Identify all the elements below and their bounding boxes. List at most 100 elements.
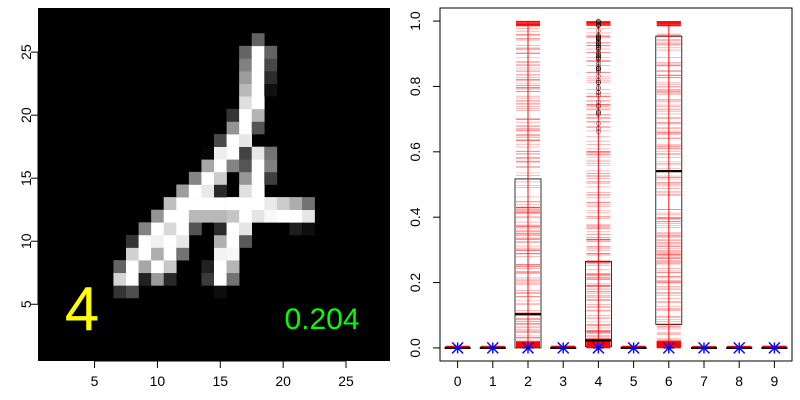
pixel-cell bbox=[151, 272, 165, 286]
pixel-cell bbox=[126, 260, 139, 274]
pixel-cell bbox=[188, 197, 202, 211]
label-marker bbox=[698, 341, 710, 354]
label-marker bbox=[486, 341, 499, 354]
pixel-cell bbox=[226, 159, 240, 173]
pixel-cell bbox=[289, 197, 303, 211]
pixel-cell bbox=[226, 197, 240, 211]
outlier-point bbox=[595, 92, 601, 98]
label-marker bbox=[733, 341, 746, 354]
pixel-cell bbox=[138, 260, 152, 274]
pixel-cell bbox=[176, 222, 190, 236]
pixel-cell bbox=[239, 134, 253, 147]
pixel-cell bbox=[214, 159, 227, 173]
pixel-cell bbox=[214, 260, 227, 274]
pixel-cell bbox=[176, 197, 190, 211]
y-tick-label: 0.8 bbox=[407, 77, 423, 97]
pixel-cell bbox=[264, 58, 278, 72]
outlier-point bbox=[595, 33, 601, 39]
pixel-cell bbox=[176, 234, 190, 248]
pixel-cell bbox=[302, 222, 315, 236]
pixel-cell bbox=[138, 234, 152, 248]
pixel-cell bbox=[201, 272, 215, 286]
pixel-cell bbox=[188, 209, 202, 223]
outlier-point bbox=[595, 34, 601, 40]
pixel-cell bbox=[214, 234, 227, 248]
x-tick-label: 7 bbox=[700, 373, 708, 389]
outlier-point bbox=[595, 126, 601, 132]
outlier-point bbox=[595, 53, 601, 58]
pixel-cell bbox=[163, 272, 177, 286]
pixel-cell bbox=[151, 234, 165, 248]
pixel-cell bbox=[138, 272, 152, 286]
x-tick-label: 8 bbox=[735, 373, 743, 389]
pixel-cell bbox=[264, 197, 278, 211]
x-tick-label: 6 bbox=[665, 373, 673, 389]
x-tick-label: 15 bbox=[212, 373, 228, 389]
outlier-point bbox=[595, 65, 601, 71]
pixel-cell bbox=[226, 222, 240, 236]
probability-boxplot-panel: 0 1 2 3 4 5 6 7 8 9 0.0 0.2 0.4 0.6 0.8 1.0 bbox=[407, 7, 793, 389]
pixel-cell bbox=[239, 96, 253, 110]
y-tick-label: 25 bbox=[18, 44, 34, 60]
label-marker bbox=[662, 341, 675, 354]
pixel-cell bbox=[226, 209, 240, 223]
pixel-cell bbox=[251, 33, 265, 47]
outlier-point bbox=[595, 102, 601, 108]
pixel-cell bbox=[239, 45, 253, 59]
pixel-cell bbox=[188, 222, 202, 236]
pixel-cell bbox=[239, 71, 253, 84]
pixel-cell bbox=[214, 272, 227, 286]
y-tick-label: 0.6 bbox=[407, 142, 423, 162]
x-tick-label: 5 bbox=[630, 373, 638, 389]
pixel-cell bbox=[239, 222, 253, 236]
pixel-cell bbox=[201, 146, 215, 160]
pixel-cell bbox=[251, 58, 265, 72]
outlier-point bbox=[595, 49, 601, 55]
outlier-point bbox=[595, 111, 601, 117]
pixel-cell bbox=[251, 45, 265, 59]
score-label: 0.204 bbox=[284, 303, 359, 336]
pixel-cell bbox=[201, 159, 215, 173]
pixel-cell bbox=[214, 197, 227, 211]
pixel-cell bbox=[138, 222, 152, 236]
pixel-cell bbox=[289, 209, 303, 223]
pixel-cell bbox=[113, 272, 127, 286]
pixel-cell bbox=[188, 184, 202, 198]
outlier-point bbox=[595, 67, 601, 73]
pixel-cell bbox=[163, 234, 177, 248]
pixel-cell bbox=[251, 83, 265, 97]
pixel-cell bbox=[176, 247, 190, 261]
outlier-point bbox=[595, 69, 601, 75]
outlier-point bbox=[595, 20, 601, 25]
outlier-point bbox=[595, 40, 601, 46]
pixel-cell bbox=[214, 184, 227, 198]
outlier-point bbox=[595, 64, 601, 70]
label-marker bbox=[592, 341, 605, 354]
outlier-point bbox=[595, 121, 601, 127]
pixel-cell bbox=[151, 247, 165, 261]
pixel-cell bbox=[201, 209, 215, 223]
pixel-cell bbox=[264, 209, 278, 223]
pixel-cell bbox=[126, 285, 139, 299]
x-tick-label: 25 bbox=[338, 373, 354, 389]
pixel-cell bbox=[176, 184, 190, 198]
label-marker bbox=[768, 341, 781, 354]
pixel-cell bbox=[214, 247, 227, 261]
pixel-cell bbox=[302, 209, 315, 223]
pixel-cell bbox=[251, 121, 265, 135]
pixel-cell bbox=[163, 222, 177, 236]
x-tick-label: 3 bbox=[559, 373, 567, 389]
pixel-cell bbox=[126, 234, 139, 248]
y-tick-label: 20 bbox=[18, 107, 34, 123]
pixel-cell bbox=[126, 272, 139, 286]
y-tick-label: 0.4 bbox=[407, 207, 423, 227]
pixel-cell bbox=[251, 197, 265, 211]
pixel-cell bbox=[251, 146, 265, 160]
pixel-cell bbox=[151, 222, 165, 236]
outlier-point bbox=[595, 28, 601, 34]
x-tick-label: 10 bbox=[150, 373, 166, 389]
digit-image-panel: 5 10 15 20 25 5 10 15 20 25 4 0.204 bbox=[18, 8, 390, 389]
pixel-cell bbox=[201, 171, 215, 185]
y-tick-label: 0.0 bbox=[407, 338, 423, 358]
